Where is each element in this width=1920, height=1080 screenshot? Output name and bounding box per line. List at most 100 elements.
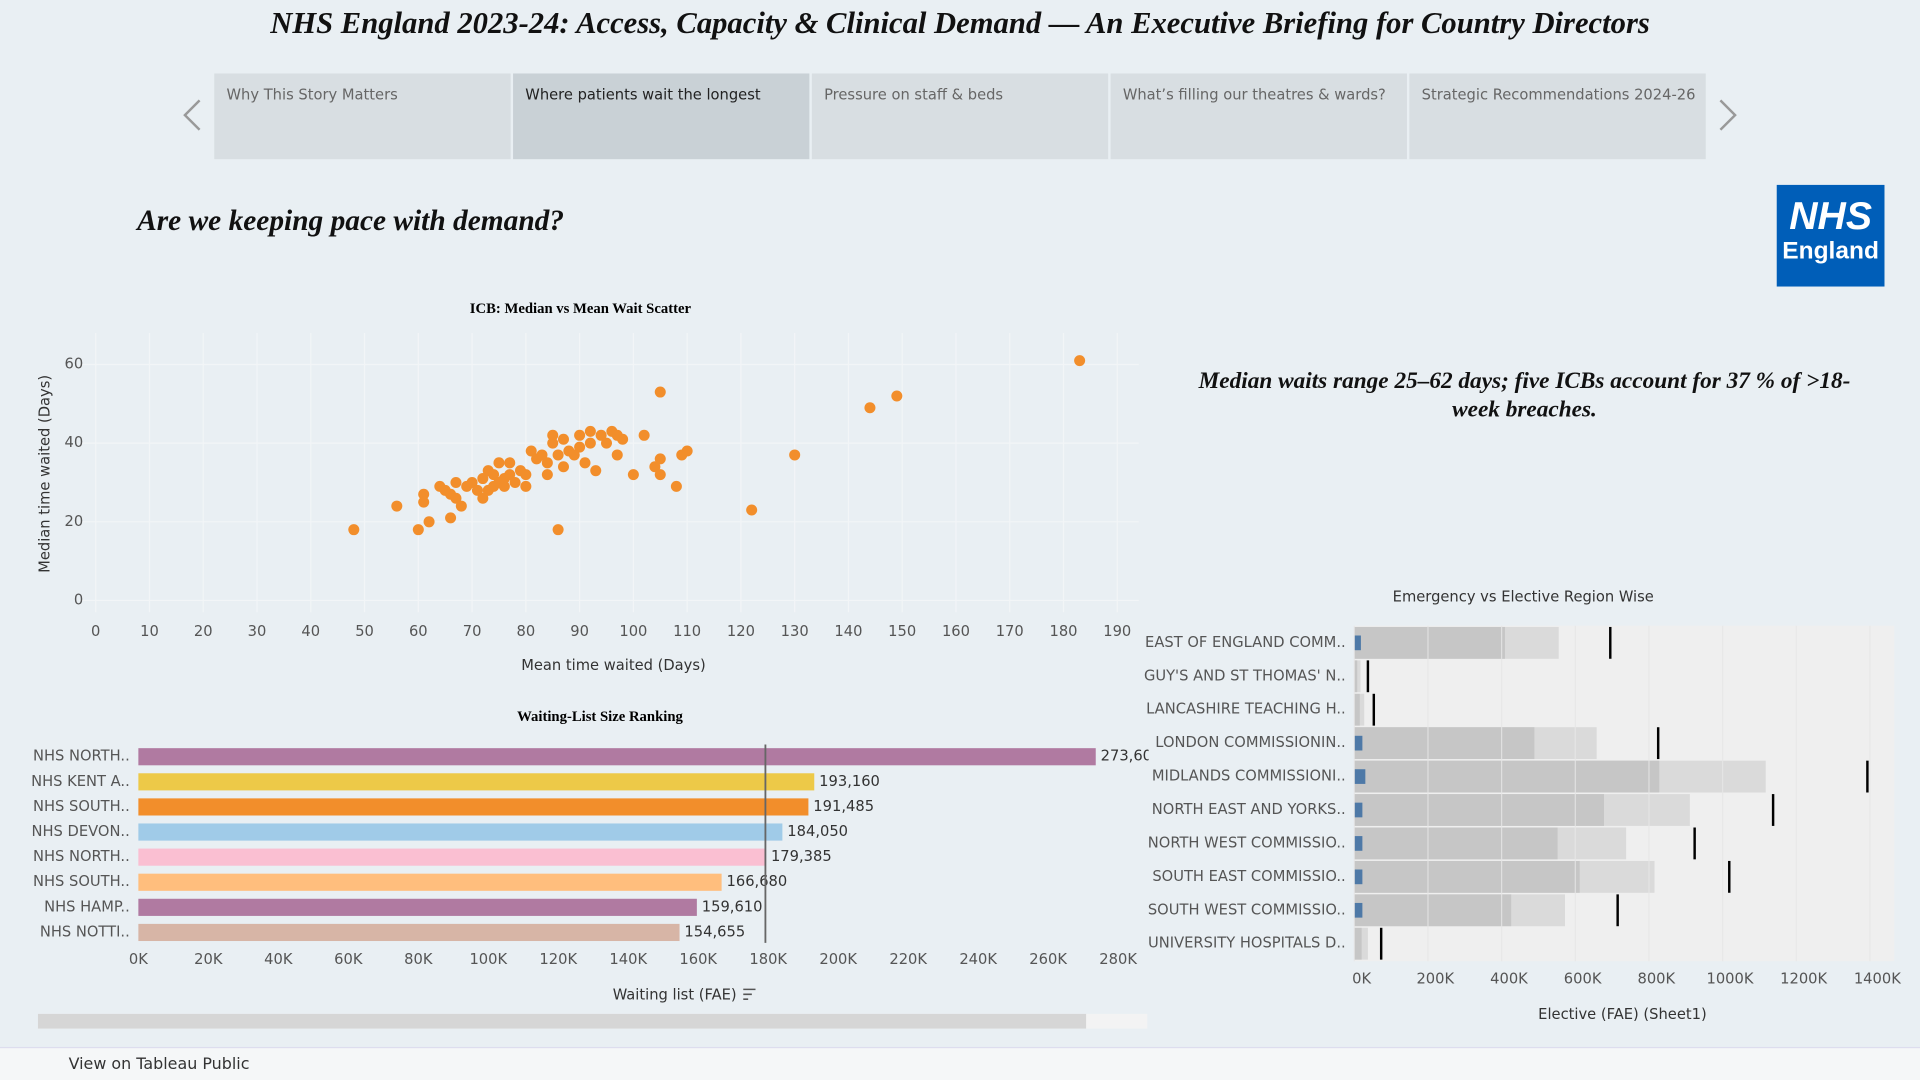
- category-label: GUY'S AND ST THOMAS' N..: [1144, 667, 1346, 684]
- band-low: [1354, 693, 1360, 726]
- scatter-point: [450, 476, 462, 488]
- x-tick-label: 0K: [1352, 971, 1371, 988]
- logo-england: England: [1782, 237, 1879, 265]
- dashboard-title: NHS England 2023-24: Access, Capacity & …: [270, 7, 1650, 41]
- scatter-point: [557, 461, 569, 473]
- scatter-point: [584, 437, 596, 449]
- nhs-logo: NHS England: [1776, 184, 1885, 287]
- scatter-point: [418, 488, 430, 500]
- bar: [1354, 902, 1363, 918]
- chart-title: ICB: Median vs Mean Wait Scatter: [470, 301, 692, 317]
- bar: [1354, 735, 1363, 751]
- scatter-point: [423, 516, 435, 528]
- tab-label[interactable]: Why This Story Matters: [227, 87, 398, 104]
- x-tick-label: 20K: [194, 951, 223, 968]
- scatter-point: [509, 476, 521, 488]
- scatter-point: [670, 480, 682, 492]
- scatter-point: [541, 457, 553, 469]
- tab-label[interactable]: Where patients wait the longest: [525, 87, 761, 104]
- tab-label[interactable]: Strategic Recommendations 2024-26: [1422, 87, 1696, 104]
- tab[interactable]: [214, 73, 511, 160]
- scatter-point: [654, 453, 666, 465]
- logo-nhs: NHS: [1789, 193, 1872, 238]
- value-label: 273,600: [1101, 748, 1162, 765]
- tab-label[interactable]: What’s filling our theatres & wards?: [1123, 87, 1386, 104]
- scatter-point: [681, 445, 693, 457]
- category-label: NHS HAMP..: [44, 898, 130, 915]
- prev-arrow[interactable]: [183, 99, 201, 131]
- tab[interactable]: [811, 73, 1109, 160]
- y-tick-label: 0: [74, 591, 83, 608]
- scatter-point: [590, 465, 602, 477]
- tab[interactable]: [1409, 73, 1706, 160]
- band-low: [1354, 727, 1535, 760]
- x-tick-label: 20: [194, 623, 213, 640]
- x-tick-label: 120: [727, 623, 755, 640]
- insight: Median waits range 25–62 days; five ICBs…: [1198, 368, 1851, 423]
- category-label: NORTH WEST COMMISSIO..: [1148, 834, 1346, 851]
- x-tick-label: 160: [942, 623, 970, 640]
- band-low: [1354, 894, 1512, 927]
- category-label: UNIVERSITY HOSPITALS D..: [1148, 935, 1346, 952]
- scatter-point: [541, 469, 553, 481]
- category-label: NHS NORTH..: [33, 748, 130, 765]
- scatter-point: [418, 496, 430, 508]
- x-tick-label: 150: [888, 623, 916, 640]
- bar: [138, 748, 1096, 766]
- scatter-point: [611, 449, 623, 461]
- tab-label[interactable]: Pressure on staff & beds: [824, 87, 1003, 104]
- x-tick-label: 60: [409, 623, 428, 640]
- tableau-link[interactable]: View on Tableau Public: [68, 1055, 250, 1074]
- x-tick-label: 40: [301, 623, 320, 640]
- x-tick-label: 200K: [819, 951, 857, 968]
- next-arrow[interactable]: [1719, 99, 1737, 131]
- x-tick-label: 10: [140, 623, 159, 640]
- sort-icon[interactable]: [743, 988, 756, 1000]
- category-label: NHS SOUTH..: [33, 873, 130, 890]
- x-tick-label: 260K: [1029, 951, 1067, 968]
- x-tick-label: 90: [570, 623, 589, 640]
- x-tick-label: 1400K: [1854, 971, 1901, 988]
- chart-title: Waiting-List Size Ranking: [517, 709, 683, 725]
- bar: [138, 773, 815, 791]
- bar: [138, 848, 767, 866]
- x-tick-label: 170: [996, 623, 1024, 640]
- x-tick-label: 120K: [539, 951, 577, 968]
- tab[interactable]: [1110, 73, 1407, 160]
- scatter-point: [1074, 355, 1086, 367]
- scatter-point: [547, 437, 559, 449]
- x-tick-label: 80: [516, 623, 535, 640]
- bar: [1354, 836, 1363, 851]
- bar: [138, 898, 697, 916]
- bar: [138, 873, 722, 891]
- bar: [138, 798, 809, 816]
- band-low: [1354, 794, 1605, 826]
- x-tick-label: 140: [834, 623, 862, 640]
- x-tick-label: 140K: [609, 951, 647, 968]
- scatter-point: [391, 500, 403, 512]
- category-label: NHS SOUTH..: [33, 798, 130, 815]
- tab[interactable]: [513, 73, 810, 160]
- category-label: NHS NORTH..: [33, 848, 130, 865]
- x-axis-title: Mean time waited (Days): [521, 657, 706, 674]
- scatter-point: [649, 461, 661, 473]
- scatter-point: [520, 480, 532, 492]
- x-tick-label: 240K: [959, 951, 997, 968]
- x-tick-label: 180: [1049, 623, 1077, 640]
- category-label: SOUTH EAST COMMISSIO..: [1152, 868, 1345, 885]
- band-low: [1354, 927, 1362, 960]
- scatter-point: [477, 492, 489, 504]
- band-high: [1354, 660, 1361, 693]
- x-tick-label: 130: [781, 623, 809, 640]
- band-low: [1354, 626, 1505, 659]
- x-tick-label: 1200K: [1780, 971, 1827, 988]
- scatter-point: [891, 390, 903, 402]
- scatter-point: [547, 429, 559, 441]
- scrollbar-thumb[interactable]: [37, 1013, 1087, 1029]
- bar: [138, 823, 783, 841]
- y-tick-label: 60: [65, 356, 84, 373]
- scatter-point: [445, 512, 457, 524]
- category-label: LONDON COMMISSIONIN..: [1155, 734, 1345, 751]
